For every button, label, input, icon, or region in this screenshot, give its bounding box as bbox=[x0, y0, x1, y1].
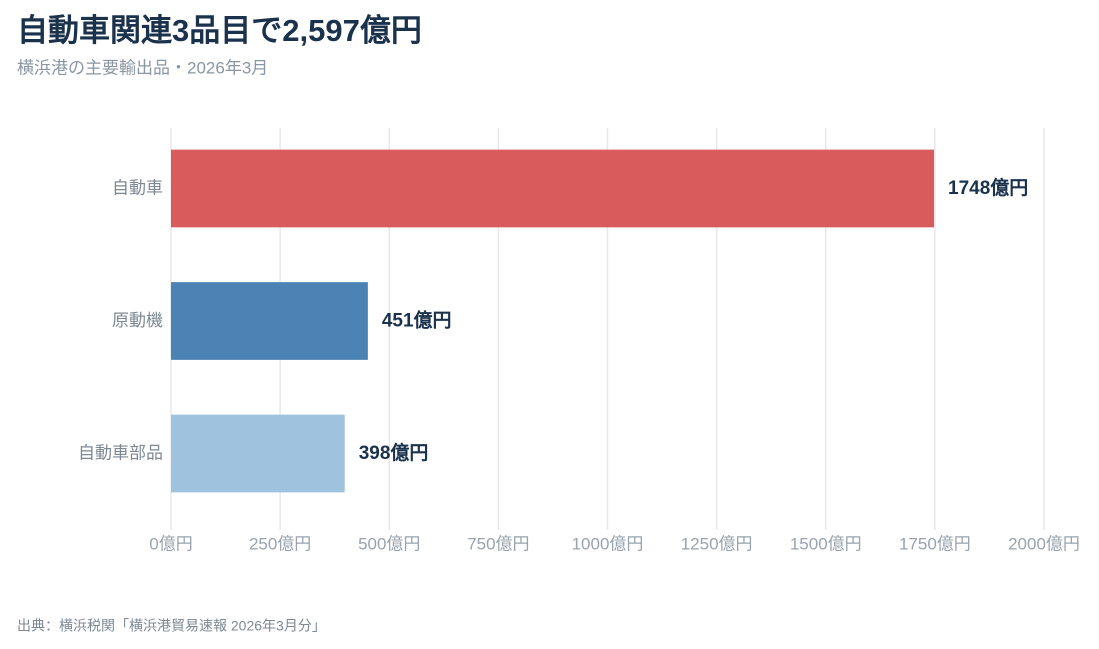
y-tick-label: 原動機 bbox=[112, 311, 163, 330]
x-tick-label: 500億円 bbox=[358, 534, 420, 553]
x-tick-label: 1000億円 bbox=[572, 534, 644, 553]
x-tick-label: 750億円 bbox=[467, 534, 529, 553]
value-label: 1748億円 bbox=[948, 176, 1028, 199]
x-tick-label: 250億円 bbox=[249, 534, 311, 553]
x-tick-label: 1250億円 bbox=[681, 534, 753, 553]
bar bbox=[171, 282, 368, 360]
bar bbox=[171, 414, 345, 493]
source-note: 出典：横浜税関「横浜港貿易速報 2026年3月分」 bbox=[17, 618, 326, 634]
x-tick-label: 1500億円 bbox=[790, 534, 862, 553]
y-tick-label: 自動車部品 bbox=[78, 443, 163, 462]
x-tick-label: 1750億円 bbox=[899, 534, 971, 553]
y-tick-label: 自動車 bbox=[112, 178, 163, 197]
bar bbox=[171, 149, 935, 228]
chart-subtitle: 横浜港の主要輸出品・2026年3月 bbox=[17, 58, 268, 77]
x-tick-label: 0億円 bbox=[149, 534, 192, 553]
x-tick-label: 2000億円 bbox=[1008, 534, 1080, 553]
value-label: 451億円 bbox=[382, 309, 452, 332]
chart-title: 自動車関連3品目で2,597億円 bbox=[17, 13, 422, 48]
value-label: 398億円 bbox=[359, 441, 429, 464]
